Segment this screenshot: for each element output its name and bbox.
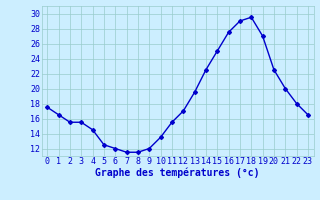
X-axis label: Graphe des températures (°c): Graphe des températures (°c) bbox=[95, 168, 260, 178]
